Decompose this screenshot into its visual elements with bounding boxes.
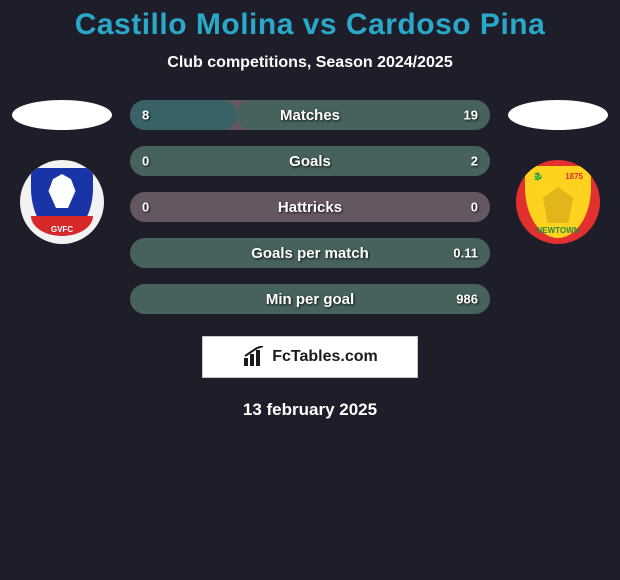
left-name-oval (12, 100, 112, 130)
subtitle: Club competitions, Season 2024/2025 (0, 54, 620, 72)
stat-value-right: 19 (464, 108, 478, 123)
brand-box[interactable]: FcTables.com (202, 336, 418, 378)
stat-label: Goals (289, 153, 331, 170)
stat-pill: 0 Goals 2 (130, 146, 490, 176)
rooster-icon (47, 174, 77, 208)
right-team-year: 1875 (565, 172, 583, 181)
stat-fill-right (237, 100, 490, 130)
stats-column: 8 Matches 19 0 Goals 2 0 Hattricks 0 Goals per ma… (130, 100, 490, 314)
left-team-shield: GVFC (31, 168, 93, 236)
stat-label: Min per goal (266, 291, 354, 308)
stat-pill: Min per goal 986 (130, 284, 490, 314)
left-team-badge: GVFC (20, 160, 104, 244)
stat-label: Hattricks (278, 199, 342, 216)
brand-text: FcTables.com (272, 348, 378, 366)
right-team-badge: 🐉 1875 NEWTOWN (516, 160, 600, 244)
shield-top-row: 🐉 1875 (525, 172, 591, 181)
right-name-oval (508, 100, 608, 130)
chart-icon (242, 346, 266, 368)
stat-label: Goals per match (251, 245, 369, 262)
stat-pill: 8 Matches 19 (130, 100, 490, 130)
footer-date: 13 february 2025 (0, 400, 620, 420)
right-column: 🐉 1875 NEWTOWN (508, 100, 608, 244)
left-column: GVFC (12, 100, 112, 244)
stat-value-left: 0 (142, 154, 149, 169)
beast-icon (543, 187, 573, 223)
comparison-infographic: Castillo Molina vs Cardoso Pina Club com… (0, 0, 620, 420)
stat-value-right: 2 (471, 154, 478, 169)
stat-value-right: 0 (471, 200, 478, 215)
stat-pill: 0 Hattricks 0 (130, 192, 490, 222)
left-team-motto: GVFC (51, 225, 73, 234)
main-row: GVFC 8 Matches 19 0 Goals 2 0 Hattricks 0 Goals p… (0, 100, 620, 314)
right-team-motto: NEWTOWN (537, 226, 580, 235)
stat-value-right: 0.11 (453, 246, 478, 261)
page-title: Castillo Molina vs Cardoso Pina (0, 8, 620, 42)
stat-value-left: 0 (142, 200, 149, 215)
stat-label: Matches (280, 107, 340, 124)
stat-pill: Goals per match 0.11 (130, 238, 490, 268)
dragon-icon: 🐉 (533, 172, 543, 181)
stat-value-right: 986 (456, 292, 478, 307)
right-team-shield: 🐉 1875 NEWTOWN (525, 166, 591, 238)
stat-value-left: 8 (142, 108, 149, 123)
